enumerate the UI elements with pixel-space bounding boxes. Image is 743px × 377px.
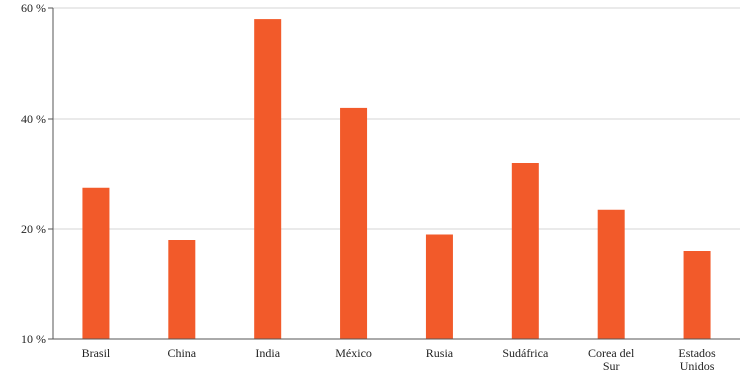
bar bbox=[683, 251, 711, 339]
x-axis: Brasil China India México Rusia Sudáfrica Core… bbox=[53, 338, 740, 373]
bars bbox=[82, 19, 711, 340]
x-tick-label-line: Sur bbox=[603, 359, 620, 373]
y-tick-label: 40 % bbox=[21, 112, 46, 126]
x-tick-label-line: Sudáfrica bbox=[502, 346, 549, 360]
x-tick-label-line: Rusia bbox=[426, 346, 454, 360]
bar bbox=[168, 240, 196, 339]
x-tick-label: Estados Unidos bbox=[678, 346, 716, 373]
bar bbox=[597, 209, 625, 339]
bar bbox=[82, 187, 110, 339]
bar bbox=[340, 107, 368, 340]
y-tick-label: 10 % bbox=[21, 332, 46, 346]
bar bbox=[254, 19, 282, 339]
x-tick-label: China bbox=[167, 346, 196, 360]
y-axis: 10 % 20 % 40 % 60 % bbox=[21, 1, 54, 346]
x-tick-label-line: México bbox=[335, 346, 372, 360]
grid-lines bbox=[53, 7, 740, 230]
x-tick-label-line: Unidos bbox=[680, 359, 715, 373]
x-tick-label-line: Brasil bbox=[82, 346, 111, 360]
x-tick-label: México bbox=[335, 346, 372, 360]
x-tick-label-line: Corea del bbox=[588, 346, 635, 360]
bar bbox=[511, 163, 539, 339]
x-tick-label: Corea del Sur bbox=[588, 346, 635, 373]
x-tick-label-line: Estados bbox=[678, 346, 716, 360]
x-tick-label-line: China bbox=[167, 346, 196, 360]
x-tick-label: Sudáfrica bbox=[502, 346, 549, 360]
x-tick-label: India bbox=[255, 346, 280, 360]
x-tick-label: Rusia bbox=[426, 346, 454, 360]
y-tick-label: 20 % bbox=[21, 222, 46, 236]
y-tick-label: 60 % bbox=[21, 1, 46, 15]
plot-area bbox=[53, 8, 740, 339]
bar bbox=[425, 234, 453, 339]
x-tick-label: Brasil bbox=[82, 346, 111, 360]
x-tick-label-line: India bbox=[255, 346, 280, 360]
